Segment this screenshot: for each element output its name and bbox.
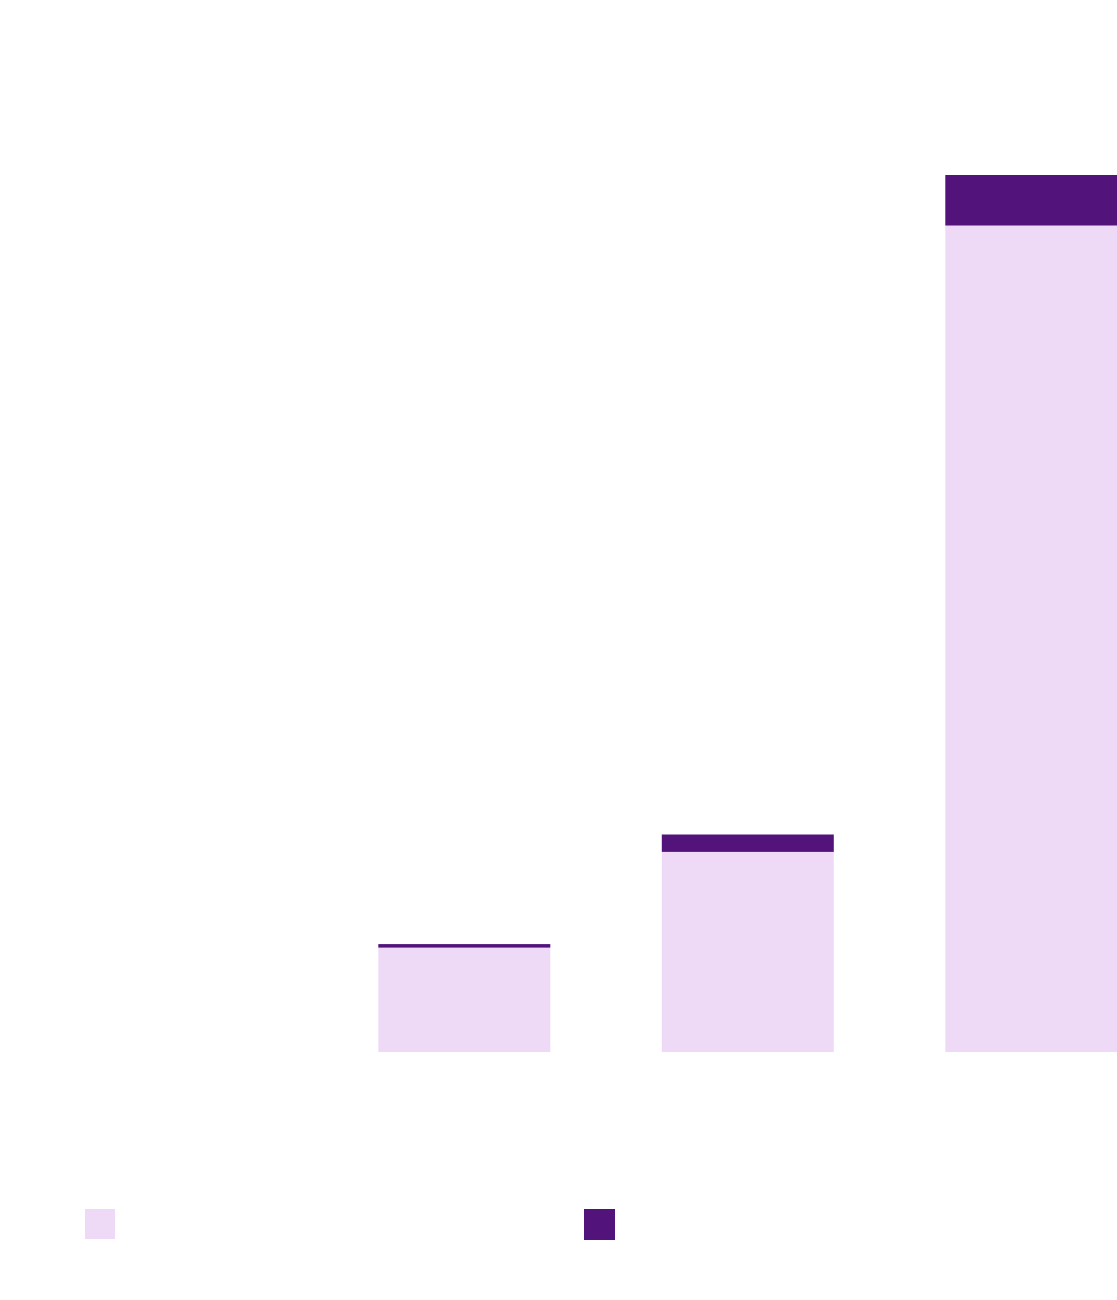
legend: [85, 1209, 615, 1240]
legend-swatch-series-1: [85, 1209, 115, 1239]
bars-layer: [378, 175, 1117, 1052]
bar-cat-4-series-2: [945, 175, 1117, 226]
bar-cat-3-series-2: [661, 834, 834, 852]
bar-cat-3-series-1: [661, 851, 834, 1052]
legend-swatch-series-2: [584, 1209, 615, 1240]
bar-cat-2-series-2: [378, 944, 551, 948]
bar-cat-4-series-1: [945, 225, 1117, 1052]
bar-cat-2-series-1: [378, 947, 551, 1052]
